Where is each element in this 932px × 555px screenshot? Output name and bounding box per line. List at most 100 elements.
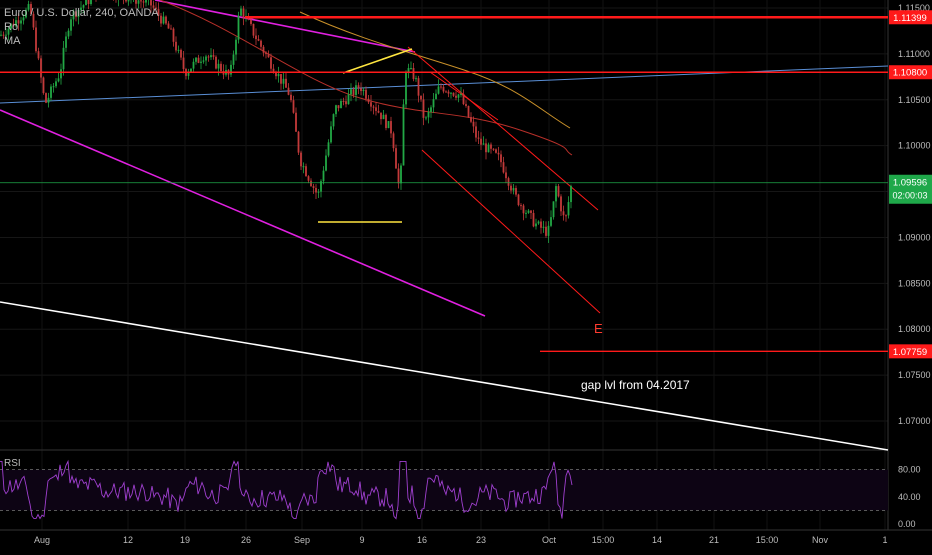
- candle-body: [517, 194, 520, 206]
- candle-body: [377, 110, 380, 113]
- candle-body: [512, 188, 515, 191]
- candle-body: [425, 117, 427, 119]
- y-tick-label: 1.10000: [898, 141, 931, 151]
- candle-body: [85, 0, 87, 6]
- legend-ma-label[interactable]: MA: [4, 35, 21, 47]
- candle-body: [567, 202, 570, 216]
- candle-body: [27, 4, 30, 10]
- rsi-tick-label: 0.00: [898, 519, 916, 529]
- candle-body: [250, 19, 252, 24]
- candle-body: [400, 165, 402, 184]
- candle-body: [557, 186, 560, 197]
- x-tick-label: 14: [652, 535, 662, 545]
- candle-body: [337, 105, 340, 109]
- candle-body: [452, 92, 455, 96]
- last-price-box: [889, 174, 932, 204]
- candle-body: [255, 35, 257, 40]
- candle-body: [380, 112, 382, 120]
- price-level-box: [889, 65, 932, 80]
- candle-body: [70, 19, 72, 31]
- candle-body: [422, 99, 425, 118]
- candle-body: [500, 154, 502, 163]
- candle-body: [275, 72, 277, 77]
- candle-body: [75, 11, 77, 18]
- channel-line-magenta-upper: [154, 0, 416, 53]
- candle-body: [52, 86, 55, 88]
- candle-body: [350, 89, 352, 95]
- candle-body: [180, 49, 182, 58]
- candle-body: [5, 34, 7, 36]
- legend-line-2[interactable]: Ro: [4, 21, 19, 33]
- x-tick-label: 26: [241, 535, 251, 545]
- candle-body: [470, 117, 472, 122]
- candle-body: [127, 0, 130, 2]
- candle-body: [462, 93, 465, 105]
- candle-body: [302, 166, 305, 168]
- price-level-label: 1.10800: [893, 68, 927, 79]
- candle-body: [320, 181, 322, 192]
- candle-body: [345, 101, 347, 105]
- candle-body: [365, 89, 367, 99]
- candle-body: [547, 225, 550, 236]
- candle-body: [492, 148, 495, 150]
- candle-body: [252, 23, 255, 36]
- candle-body: [487, 144, 490, 153]
- candle-body: [482, 143, 485, 145]
- candle-body: [415, 78, 417, 80]
- x-tick-label: Sep: [294, 535, 310, 545]
- candle-body: [457, 94, 460, 98]
- candle-body: [50, 86, 52, 98]
- candle-body: [357, 85, 360, 89]
- candle-body: [565, 215, 567, 217]
- candle-body: [382, 114, 385, 120]
- candle-body: [232, 54, 235, 65]
- candle-body: [555, 186, 557, 202]
- candle-body: [375, 107, 377, 111]
- candle-body: [322, 170, 325, 182]
- candle-body: [412, 68, 415, 80]
- candle-body: [335, 105, 337, 115]
- candle-body: [472, 121, 475, 127]
- candle-body: [212, 55, 215, 57]
- candle-body: [562, 211, 565, 216]
- candle-body: [170, 28, 172, 30]
- candle-body: [437, 86, 440, 94]
- candle-body: [455, 95, 457, 98]
- candle-body: [522, 205, 525, 214]
- candle-body: [277, 73, 280, 77]
- trend-line-white: [0, 301, 889, 451]
- candle-body: [570, 185, 572, 203]
- x-tick-label: Nov: [812, 535, 829, 545]
- rsi-tick-label: 80.00: [898, 465, 921, 475]
- yellow-line-top: [342, 48, 413, 74]
- x-tick-label: 15:00: [756, 535, 779, 545]
- candle-body: [25, 9, 27, 18]
- candle-body: [402, 104, 405, 166]
- candle-body: [47, 97, 50, 103]
- candle-body: [217, 63, 220, 69]
- candle-body: [372, 106, 375, 108]
- candle-body: [342, 100, 345, 102]
- candle-body: [287, 87, 290, 95]
- candle-body: [427, 111, 430, 118]
- candle-body: [535, 223, 537, 227]
- candle-body: [292, 100, 295, 113]
- candle-body: [190, 68, 192, 72]
- candle-body: [330, 126, 332, 143]
- price-level-label: 1.11399: [893, 13, 927, 24]
- candle-body: [367, 98, 370, 103]
- candle-body: [137, 0, 140, 4]
- countdown-label: 02:00:03: [892, 191, 927, 201]
- candle-body: [477, 137, 480, 139]
- rsi-line: [0, 459, 573, 520]
- y-tick-label: 1.11000: [898, 49, 930, 59]
- candle-body: [417, 78, 420, 96]
- candle-body: [267, 54, 270, 58]
- symbol-title[interactable]: Euro / U.S. Dollar, 240, OANDA: [4, 7, 159, 19]
- candle-body: [67, 30, 70, 37]
- candle-body: [520, 205, 522, 207]
- y-tick-label: 1.08500: [898, 278, 931, 288]
- candle-body: [332, 114, 335, 127]
